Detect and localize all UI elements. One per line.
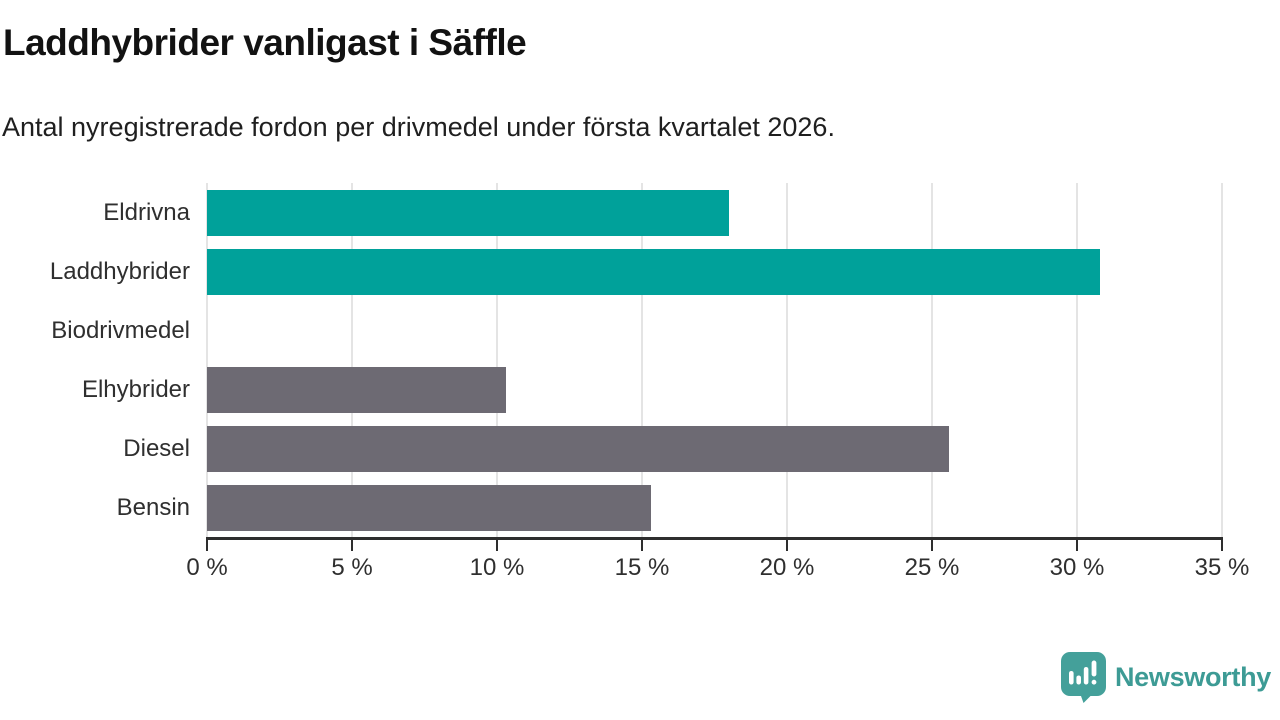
x-tick-mark: [495, 540, 498, 551]
category-labels: Eldrivna Laddhybrider Biodrivmedel Elhybrid…: [0, 183, 190, 538]
x-tick-mark: [350, 540, 353, 551]
bar-elhybrider: [207, 367, 506, 414]
x-tick-mark: [785, 540, 788, 551]
bar-row: [207, 301, 1222, 360]
bar-rows-layer: [207, 183, 1222, 538]
gridline: [931, 183, 933, 538]
x-tick-label: 35 %: [1194, 554, 1250, 581]
gridline: [785, 183, 788, 538]
x-tick-label: 25 %: [904, 554, 960, 581]
bar-eldrivna: [207, 189, 729, 236]
page-title: Laddhybrider vanligast i Säffle: [3, 22, 527, 63]
bar-row: [207, 420, 1222, 479]
category-label: Eldrivna: [103, 198, 190, 226]
gridline: [350, 183, 353, 538]
x-tick-mark: [206, 540, 208, 551]
x-tick-label: 15 %: [614, 554, 670, 581]
gridline: [206, 183, 208, 538]
bar-laddhybrider: [207, 248, 1101, 295]
newsworthy-logo: Newsworthy: [1060, 652, 1271, 703]
category-label: Biodrivmedel: [51, 316, 190, 344]
x-tick-label: 10 %: [469, 554, 525, 581]
category-label: Diesel: [123, 435, 190, 463]
bar-bensin: [207, 485, 651, 532]
x-tick-mark: [1076, 540, 1078, 551]
bar-chart-speech-bubble-icon: [1060, 652, 1106, 703]
x-tick-label: 5 %: [331, 554, 373, 581]
category-label: Bensin: [116, 494, 190, 522]
x-tick-mark: [1221, 540, 1223, 551]
category-label: Laddhybrider: [49, 257, 190, 285]
category-label: Elhybrider: [81, 376, 190, 404]
plot-area: [206, 183, 1223, 538]
x-tick-label: 30 %: [1049, 554, 1105, 581]
brand-name: Newsworthy: [1114, 662, 1271, 692]
bar-diesel: [207, 426, 950, 473]
bar-row: [207, 361, 1222, 420]
x-axis-line: [206, 537, 1223, 540]
bar-row: [207, 242, 1222, 301]
x-tick-mark: [931, 540, 933, 551]
page-subtitle: Antal nyregistrerade fordon per drivmede…: [2, 112, 835, 142]
bar-row: [207, 183, 1222, 242]
x-axis-ticks: 0 % 5 % 10 % 15 % 20 % 25 % 30 % 35 %: [186, 540, 1249, 600]
gridline: [1076, 183, 1078, 538]
x-tick-mark: [641, 540, 643, 551]
gridline-layer: [206, 183, 1223, 538]
x-tick-label: 0 %: [186, 554, 228, 581]
gridline: [641, 183, 643, 538]
gridline: [495, 183, 498, 538]
x-tick-label: 20 %: [759, 554, 815, 581]
bar-row: [207, 479, 1222, 538]
gridline: [1221, 183, 1223, 538]
